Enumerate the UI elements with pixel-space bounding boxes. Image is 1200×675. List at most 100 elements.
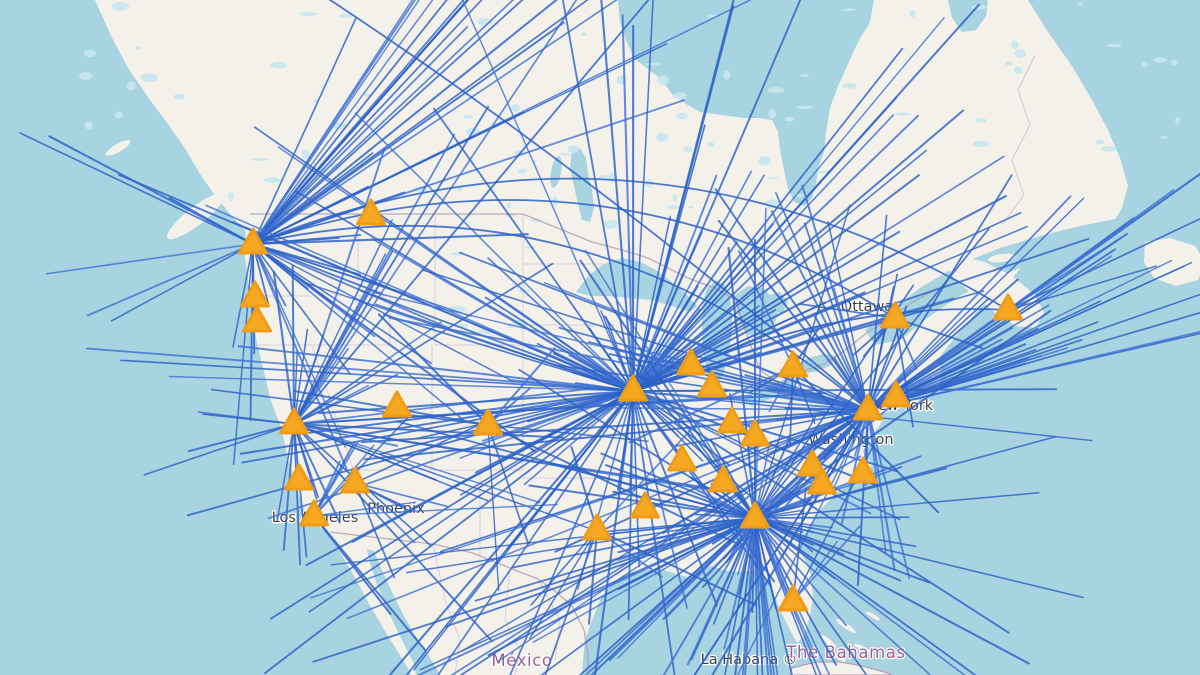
airport-marker[interactable] [618, 374, 648, 402]
small-lake [841, 82, 858, 89]
airport-marker[interactable] [473, 408, 503, 436]
airport-marker[interactable] [797, 449, 827, 477]
route-line [252, 0, 420, 245]
route-line [754, 517, 779, 675]
small-lake [974, 118, 987, 123]
route-line [686, 517, 756, 666]
small-lake [723, 70, 731, 80]
route-line [293, 423, 341, 524]
route-line [186, 390, 634, 517]
airport-marker[interactable] [667, 444, 697, 472]
route-line [674, 409, 869, 448]
route-line [754, 517, 902, 582]
route-line [803, 222, 869, 411]
route-arc [252, 177, 1009, 311]
small-lake [800, 74, 809, 77]
airport-marker[interactable] [708, 465, 738, 493]
route-line [894, 317, 914, 428]
route-line [232, 243, 254, 348]
small-lake [301, 149, 310, 159]
small-lake [767, 87, 785, 94]
airport-marker[interactable] [356, 198, 386, 226]
small-lake [1101, 146, 1118, 152]
route-line [544, 529, 598, 675]
route-line [312, 514, 392, 616]
route-line [690, 476, 757, 520]
airport-marker[interactable] [848, 456, 878, 484]
airport-marker[interactable] [853, 393, 883, 421]
route-line [632, 124, 706, 392]
route-line [754, 517, 775, 675]
route-line [792, 487, 807, 602]
airport-marker[interactable] [284, 463, 314, 491]
airport-marker[interactable] [993, 293, 1023, 321]
small-lake [140, 73, 159, 83]
route-line [661, 409, 869, 535]
airport-marker[interactable] [279, 407, 309, 435]
route-line [293, 387, 591, 425]
route-line [487, 257, 634, 392]
route-line [867, 285, 895, 411]
small-lake [1011, 40, 1019, 49]
route-line [596, 416, 704, 531]
route-line [252, 0, 483, 245]
route-line [487, 424, 739, 545]
route-line [791, 365, 940, 514]
route-line [354, 112, 634, 392]
airport-marker[interactable] [697, 370, 727, 398]
route-line [588, 529, 598, 625]
bahamas-islands [820, 611, 880, 662]
airport-marker[interactable] [242, 305, 272, 333]
route-line [293, 0, 578, 425]
airport-marker[interactable] [740, 501, 770, 529]
route-line [632, 170, 753, 392]
route-line [378, 390, 634, 455]
route-line [631, 241, 738, 393]
airport-marker[interactable] [717, 406, 747, 434]
small-lake [758, 156, 771, 166]
route-line [620, 390, 634, 473]
airport-marker[interactable] [807, 467, 837, 495]
small-lakes-texture [79, 1, 1180, 347]
airport-marker[interactable] [881, 380, 911, 408]
route-line [632, 114, 894, 392]
route-line [536, 342, 634, 392]
route-line [600, 0, 635, 393]
quebec-labrador-border [1001, 54, 1036, 226]
small-lake [666, 205, 681, 209]
route-line [867, 261, 1193, 411]
small-lake [251, 157, 269, 161]
route-line [293, 390, 634, 436]
route-line [662, 517, 756, 675]
airport-marker[interactable] [740, 419, 770, 447]
airport-marker[interactable] [238, 227, 268, 255]
route-line [867, 214, 888, 411]
small-lake [795, 193, 806, 198]
airport-marker[interactable] [880, 301, 910, 329]
airport-marker[interactable] [382, 390, 412, 418]
small-lake [263, 177, 281, 183]
airport-marker[interactable] [299, 499, 329, 527]
route-line [252, 0, 589, 245]
route-line [754, 517, 966, 675]
route-line [291, 264, 295, 425]
airport-marker[interactable] [340, 466, 370, 494]
small-lake [1005, 61, 1013, 66]
airport-marker[interactable] [240, 280, 270, 308]
route-line [252, 0, 465, 245]
airport-marker[interactable] [778, 584, 808, 612]
route-line [754, 204, 851, 519]
airport-marker[interactable] [778, 350, 808, 378]
route-line [754, 416, 817, 519]
route-line [330, 517, 756, 566]
small-lake [338, 14, 355, 18]
route-line [415, 390, 634, 440]
airport-marker[interactable] [582, 513, 612, 541]
small-lake [784, 116, 794, 122]
route-line [754, 403, 895, 519]
small-lake [227, 192, 234, 201]
airport-marker[interactable] [630, 491, 660, 519]
airport-marker[interactable] [676, 348, 706, 376]
